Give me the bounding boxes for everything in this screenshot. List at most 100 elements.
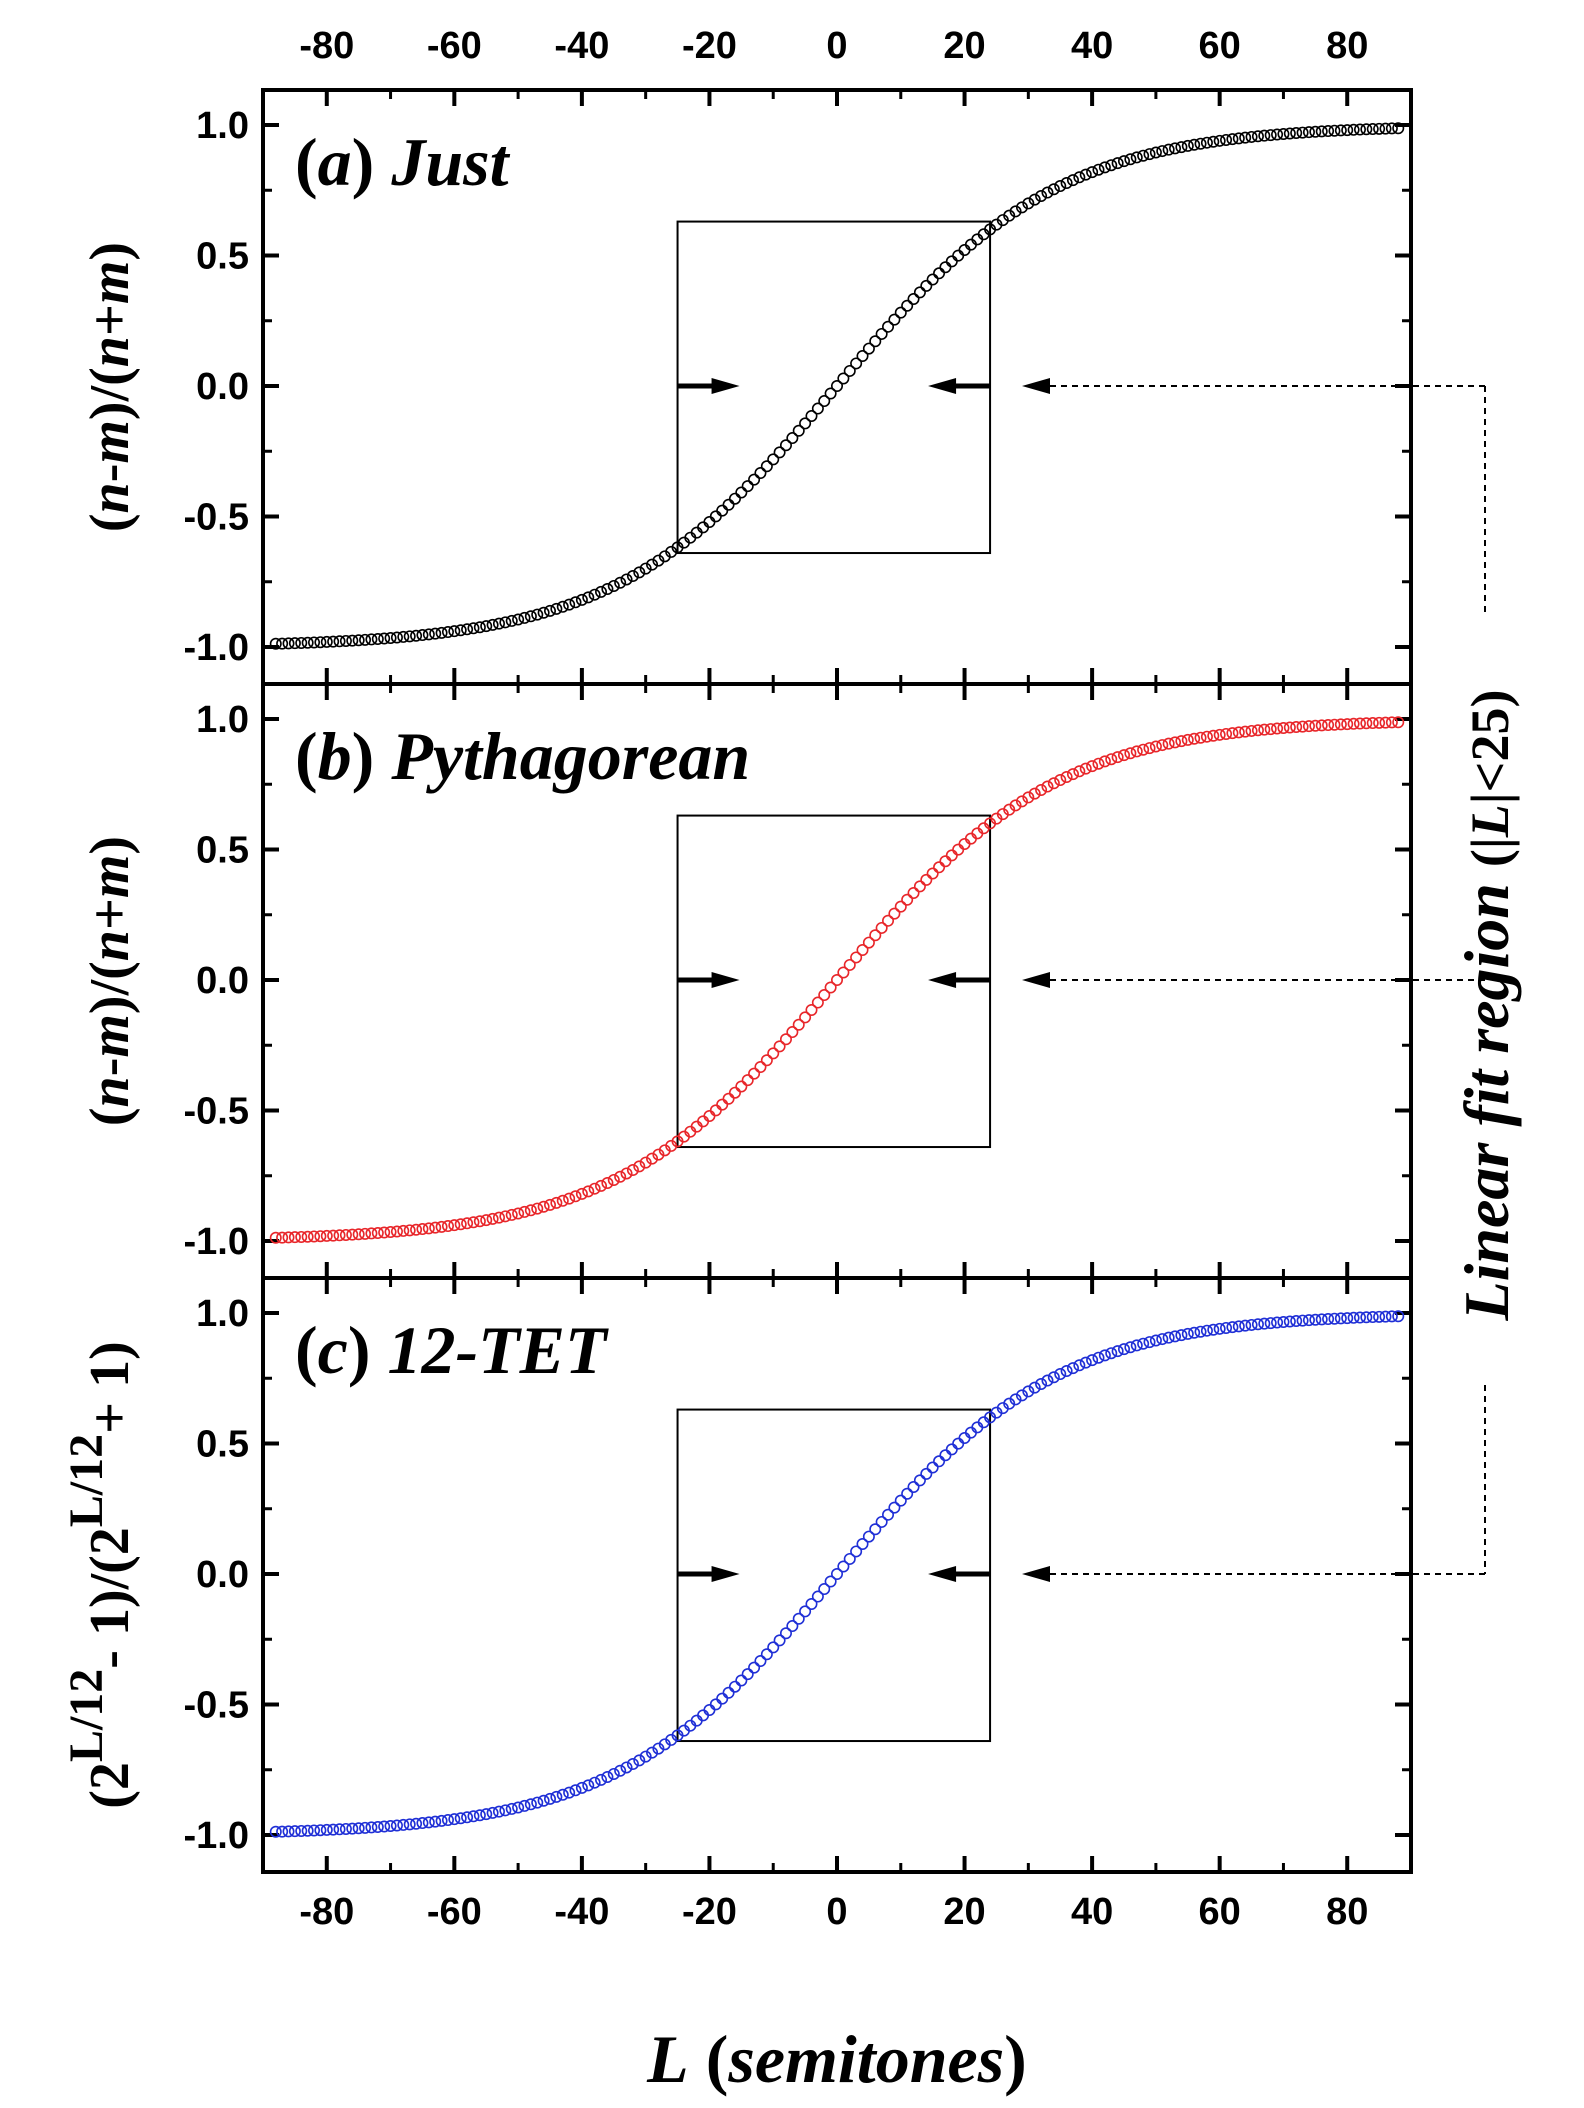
data-point	[1079, 762, 1092, 775]
data-point	[888, 1501, 901, 1514]
data-point	[1137, 149, 1150, 162]
data-point	[1143, 742, 1156, 755]
data-point	[480, 1808, 493, 1821]
data-point	[1264, 1317, 1277, 1330]
data-point	[359, 1821, 372, 1834]
data-point	[1035, 784, 1048, 797]
data-point	[505, 1802, 518, 1815]
data-point	[282, 1231, 295, 1244]
data-point	[754, 466, 767, 479]
data-point	[378, 632, 391, 645]
data-point	[1366, 1311, 1379, 1324]
data-point	[869, 1523, 882, 1536]
data-point	[760, 1648, 773, 1661]
data-point	[537, 606, 550, 619]
data-point	[595, 1773, 608, 1786]
data-point	[1066, 768, 1079, 781]
data-point	[537, 1200, 550, 1213]
data-point	[1353, 123, 1366, 136]
data-point	[601, 582, 614, 595]
data-point	[454, 1812, 467, 1825]
data-point	[601, 1177, 614, 1190]
panel-b-title: (b) Pythagorean	[295, 718, 750, 794]
data-point	[352, 634, 365, 647]
data-point	[1322, 1313, 1335, 1326]
data-point	[276, 1825, 289, 1838]
data-point	[811, 996, 824, 1009]
data-point	[1271, 128, 1284, 141]
series-Pythagorean	[269, 716, 1405, 1244]
data-point	[1181, 1327, 1194, 1340]
data-point	[359, 633, 372, 646]
data-point	[499, 1210, 512, 1223]
data-point	[1073, 171, 1086, 184]
data-point	[314, 1230, 327, 1243]
data-point	[454, 624, 467, 637]
data-point	[1003, 803, 1016, 816]
data-point	[607, 1173, 620, 1186]
data-point	[295, 1230, 308, 1243]
data-point	[786, 432, 799, 445]
data-point	[556, 1788, 569, 1801]
data-point	[467, 1216, 480, 1229]
x-tick-label-top: 60	[1199, 25, 1241, 67]
data-point	[894, 1494, 907, 1507]
data-point	[907, 1481, 920, 1494]
data-point	[1188, 732, 1201, 745]
data-point	[339, 1228, 352, 1241]
data-point	[308, 636, 321, 649]
data-point	[473, 621, 486, 634]
data-point	[410, 629, 423, 642]
data-point	[1111, 1345, 1124, 1358]
right-arrow-head	[928, 1566, 957, 1582]
panel-label-paren: )	[348, 1312, 371, 1388]
data-point	[595, 1179, 608, 1192]
x-axis-label-paren: )	[1004, 2021, 1027, 2097]
data-point	[1175, 735, 1188, 748]
data-point	[1105, 159, 1118, 172]
data-point	[805, 1598, 818, 1611]
data-point	[741, 1668, 754, 1681]
data-point	[1092, 1351, 1105, 1364]
data-point	[933, 861, 946, 874]
data-point	[1360, 1311, 1373, 1324]
data-point	[1124, 1341, 1137, 1354]
y-axis-label-part: m	[79, 855, 141, 899]
data-point	[767, 453, 780, 466]
data-point	[416, 1223, 429, 1236]
data-point	[1277, 1315, 1290, 1328]
data-point	[333, 635, 346, 648]
data-point	[1226, 1321, 1239, 1334]
data-point	[1194, 731, 1207, 744]
data-point	[1328, 124, 1341, 137]
data-point	[1105, 1347, 1118, 1360]
data-point	[435, 1814, 448, 1827]
data-point	[524, 1798, 537, 1811]
data-point	[818, 989, 831, 1002]
y-tick-label: -0.5	[184, 1091, 249, 1133]
data-point	[524, 1204, 537, 1217]
data-point	[601, 1771, 614, 1784]
data-point	[384, 1820, 397, 1833]
data-point	[1220, 1321, 1233, 1334]
data-point	[1258, 129, 1271, 142]
data-point	[1130, 151, 1143, 164]
data-point	[716, 504, 729, 517]
data-point	[595, 585, 608, 598]
data-point	[454, 1218, 467, 1231]
data-point	[473, 1809, 486, 1822]
data-point	[314, 1824, 327, 1837]
data-point	[1207, 135, 1220, 148]
data-point	[1309, 719, 1322, 732]
data-point	[626, 1163, 639, 1176]
data-point	[767, 1047, 780, 1060]
data-point	[1290, 127, 1303, 140]
data-point	[1035, 1378, 1048, 1391]
data-point	[1156, 1333, 1169, 1346]
data-point	[556, 600, 569, 613]
data-point	[767, 1641, 780, 1654]
data-point	[869, 929, 882, 942]
data-point	[1271, 1316, 1284, 1329]
data-point	[327, 635, 340, 648]
x-tick-label-top: 80	[1326, 25, 1368, 67]
